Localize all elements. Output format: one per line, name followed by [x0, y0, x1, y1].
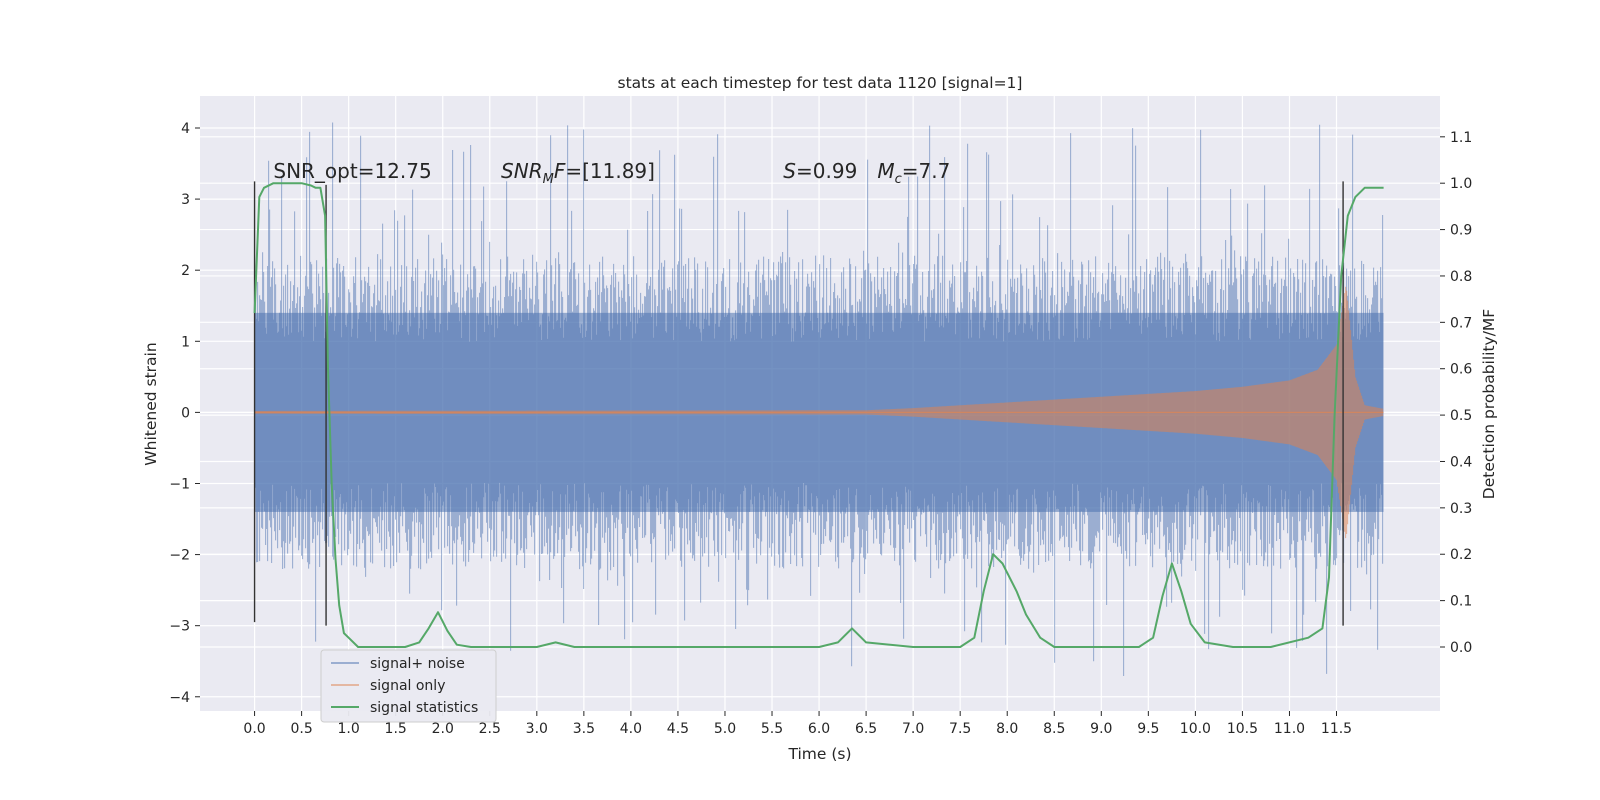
y-tick-label: 2 — [181, 263, 190, 279]
x-tick-label: 6.0 — [808, 721, 830, 737]
annotation: SNR_opt=12.75 — [273, 159, 431, 183]
y-axis-label: Whitened strain — [142, 342, 160, 465]
y2-axis-label: Detection probability/MF — [1480, 309, 1498, 500]
y-tick-label: −1 — [169, 476, 190, 492]
x-tick-label: 3.5 — [573, 721, 595, 737]
y2-tick-label: 0.2 — [1450, 547, 1472, 563]
y2-tick-label: 0.5 — [1450, 408, 1472, 424]
y-tick-label: −2 — [169, 548, 190, 564]
x-tick-label: 10.0 — [1180, 721, 1211, 737]
x-tick-label: 11.0 — [1274, 721, 1305, 737]
y2-tick-label: 0.6 — [1450, 362, 1472, 378]
annotation-part: F — [554, 159, 566, 183]
y2-tick-label: 0.1 — [1450, 594, 1472, 610]
x-tick-label: 5.5 — [761, 721, 783, 737]
x-tick-label: 9.5 — [1137, 721, 1159, 737]
y2-tick-label: 0.0 — [1450, 640, 1472, 656]
y-tick-label: −3 — [169, 619, 190, 635]
y2-axis-ticks: 0.0 0.1 0.2 0.3 0.4 0.5 0.6 0.7 0.8 0.9 1.0 1.1 — [1440, 130, 1472, 656]
x-tick-label: 4.0 — [620, 721, 642, 737]
x-tick-label: 1.0 — [338, 721, 360, 737]
x-tick-label: 0.5 — [290, 721, 312, 737]
annotation-part: M — [877, 159, 894, 183]
annotation: S=0.99 — [783, 159, 857, 183]
x-tick-label: 8.0 — [996, 721, 1018, 737]
x-tick-label: 6.5 — [855, 721, 877, 737]
y-tick-label: 0 — [181, 405, 190, 421]
annotations: SNR_opt=12.75 SNRMF=[11.89] S=0.99 Mc=7.7 — [273, 159, 950, 187]
y2-tick-label: 0.7 — [1450, 315, 1472, 331]
x-tick-label: 7.0 — [902, 721, 924, 737]
annotation-part: c — [895, 172, 902, 187]
legend: signal+ noise signal only signal statist… — [320, 649, 497, 723]
y2-tick-label: 0.3 — [1450, 501, 1472, 517]
x-tick-label: 1.5 — [385, 721, 407, 737]
annotation-part: SNR — [501, 159, 543, 183]
x-axis-label: Time (s) — [787, 745, 851, 763]
y-axis-ticks: −4 −3 −2 −1 0 1 2 3 4 — [169, 121, 200, 706]
y-tick-label: 1 — [181, 334, 190, 350]
annotation: SNRMF=[11.89] — [501, 159, 655, 187]
x-tick-label: 9.0 — [1090, 721, 1112, 737]
annotation: Mc=7.7 — [877, 159, 950, 187]
y-tick-label: 4 — [181, 121, 190, 137]
chart-title: stats at each timestep for test data 112… — [618, 74, 1023, 92]
x-tick-label: 3.0 — [526, 721, 548, 737]
x-tick-label: 5.0 — [714, 721, 736, 737]
series-signal-statistics — [253, 182, 1384, 648]
annotation-part: =[11.89] — [565, 159, 655, 183]
x-tick-label: 11.5 — [1321, 721, 1352, 737]
x-axis-ticks: 0.0 0.5 1.0 1.5 2.0 2.5 3.0 3.5 4.0 4.5 5.0 5.5 6.0 6… — [243, 711, 1352, 737]
y2-tick-label: 1.1 — [1450, 130, 1472, 146]
x-tick-label: 4.5 — [667, 721, 689, 737]
legend-label-signal-noise: signal+ noise — [370, 656, 465, 672]
legend-label-signal-statistics: signal statistics — [370, 700, 478, 716]
legend-box — [320, 649, 497, 723]
y2-tick-label: 0.8 — [1450, 269, 1472, 285]
legend-label-signal-only: signal only — [370, 678, 445, 694]
x-tick-label: 2.5 — [479, 721, 501, 737]
y-tick-label: 3 — [181, 192, 190, 208]
y2-tick-label: 1.0 — [1450, 176, 1472, 192]
annotation-part: =7.7 — [902, 159, 951, 183]
x-tick-label: 8.5 — [1043, 721, 1065, 737]
x-tick-label: 2.0 — [432, 721, 454, 737]
x-tick-label: 10.5 — [1227, 721, 1258, 737]
y-tick-label: −4 — [169, 690, 190, 706]
signal-statistics-line — [253, 182, 1384, 648]
annotation-part: =0.99 — [796, 159, 857, 183]
x-tick-label: 7.5 — [949, 721, 971, 737]
y2-tick-label: 0.4 — [1450, 454, 1472, 470]
x-tick-label: 0.0 — [243, 721, 265, 737]
y2-tick-label: 0.9 — [1450, 223, 1472, 239]
annotation-part: M — [543, 172, 554, 187]
annotation-part: S — [783, 159, 796, 183]
